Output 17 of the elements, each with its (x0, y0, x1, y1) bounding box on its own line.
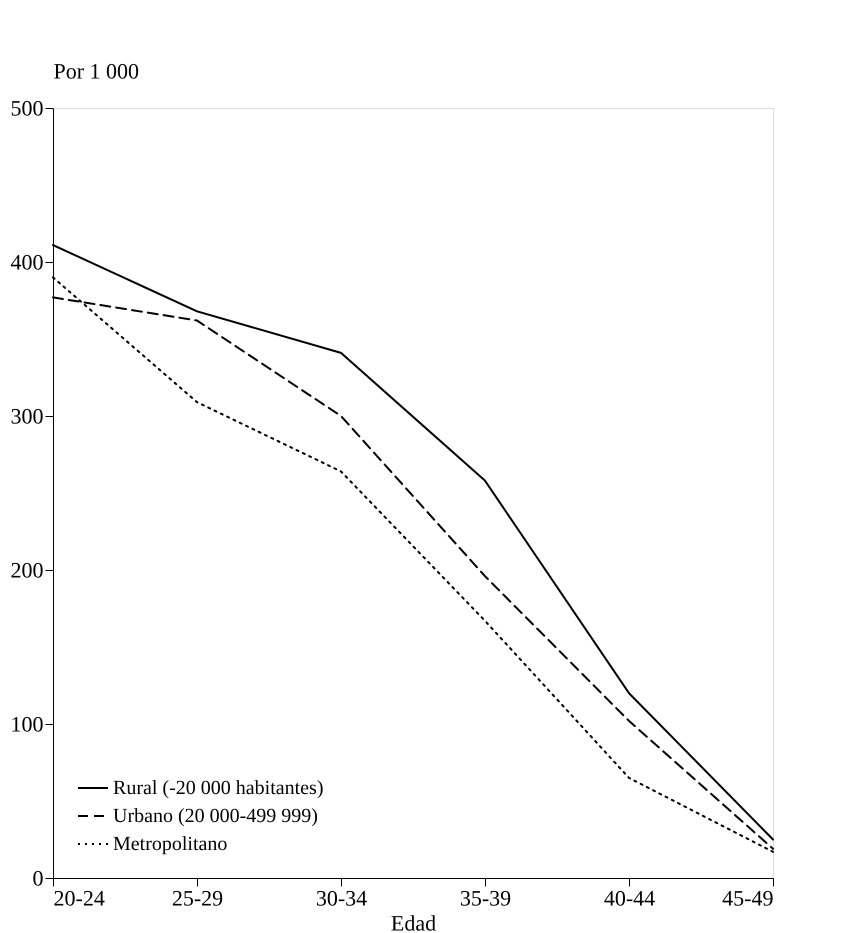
y-tick-label: 400 (10, 250, 44, 274)
legend-label: Metropolitano (113, 833, 228, 855)
y-axis-title: Por 1 000 (54, 58, 140, 84)
y-tick-label: 300 (10, 404, 44, 428)
x-tick-label: 20-24 (54, 886, 105, 910)
y-tick-label: 200 (10, 558, 44, 582)
legend-label: Rural (-20 000 habitantes) (113, 777, 324, 799)
x-tick-label: 45-49 (722, 886, 774, 910)
x-tick-label: 40-44 (604, 886, 656, 910)
x-tick-label: 35-39 (460, 886, 512, 910)
x-tick-label: 25-29 (172, 886, 224, 910)
x-tick-label: 30-34 (316, 886, 368, 910)
legend-label: Urbano (20 000-499 999) (113, 805, 318, 827)
y-tick-label: 100 (10, 712, 44, 736)
y-tick-label: 0 (32, 866, 44, 890)
y-tick-label: 500 (10, 96, 44, 120)
x-axis-title: Edad (390, 910, 436, 933)
